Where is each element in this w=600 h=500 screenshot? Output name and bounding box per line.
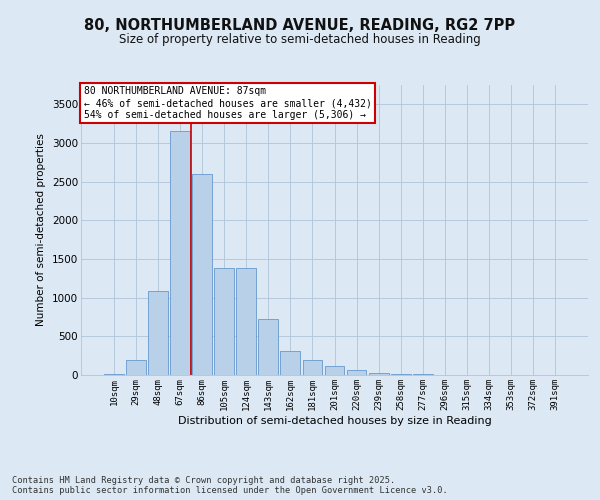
Text: 80, NORTHUMBERLAND AVENUE, READING, RG2 7PP: 80, NORTHUMBERLAND AVENUE, READING, RG2 … — [85, 18, 515, 32]
Bar — [259, 320, 278, 375]
Bar — [413, 374, 433, 375]
Bar — [368, 372, 389, 375]
Y-axis label: Number of semi-detached properties: Number of semi-detached properties — [37, 134, 46, 326]
Bar — [347, 370, 367, 375]
Bar — [391, 374, 410, 375]
Bar — [302, 360, 322, 375]
Bar — [170, 132, 190, 375]
Bar — [192, 174, 212, 375]
Bar — [148, 290, 168, 375]
Text: Contains HM Land Registry data © Crown copyright and database right 2025.
Contai: Contains HM Land Registry data © Crown c… — [12, 476, 448, 495]
Bar — [325, 366, 344, 375]
Bar — [236, 268, 256, 375]
Bar — [214, 268, 234, 375]
Bar — [126, 360, 146, 375]
Text: Size of property relative to semi-detached houses in Reading: Size of property relative to semi-detach… — [119, 32, 481, 46]
X-axis label: Distribution of semi-detached houses by size in Reading: Distribution of semi-detached houses by … — [178, 416, 491, 426]
Text: 80 NORTHUMBERLAND AVENUE: 87sqm
← 46% of semi-detached houses are smaller (4,432: 80 NORTHUMBERLAND AVENUE: 87sqm ← 46% of… — [83, 86, 371, 120]
Bar — [280, 351, 301, 375]
Bar — [104, 374, 124, 375]
